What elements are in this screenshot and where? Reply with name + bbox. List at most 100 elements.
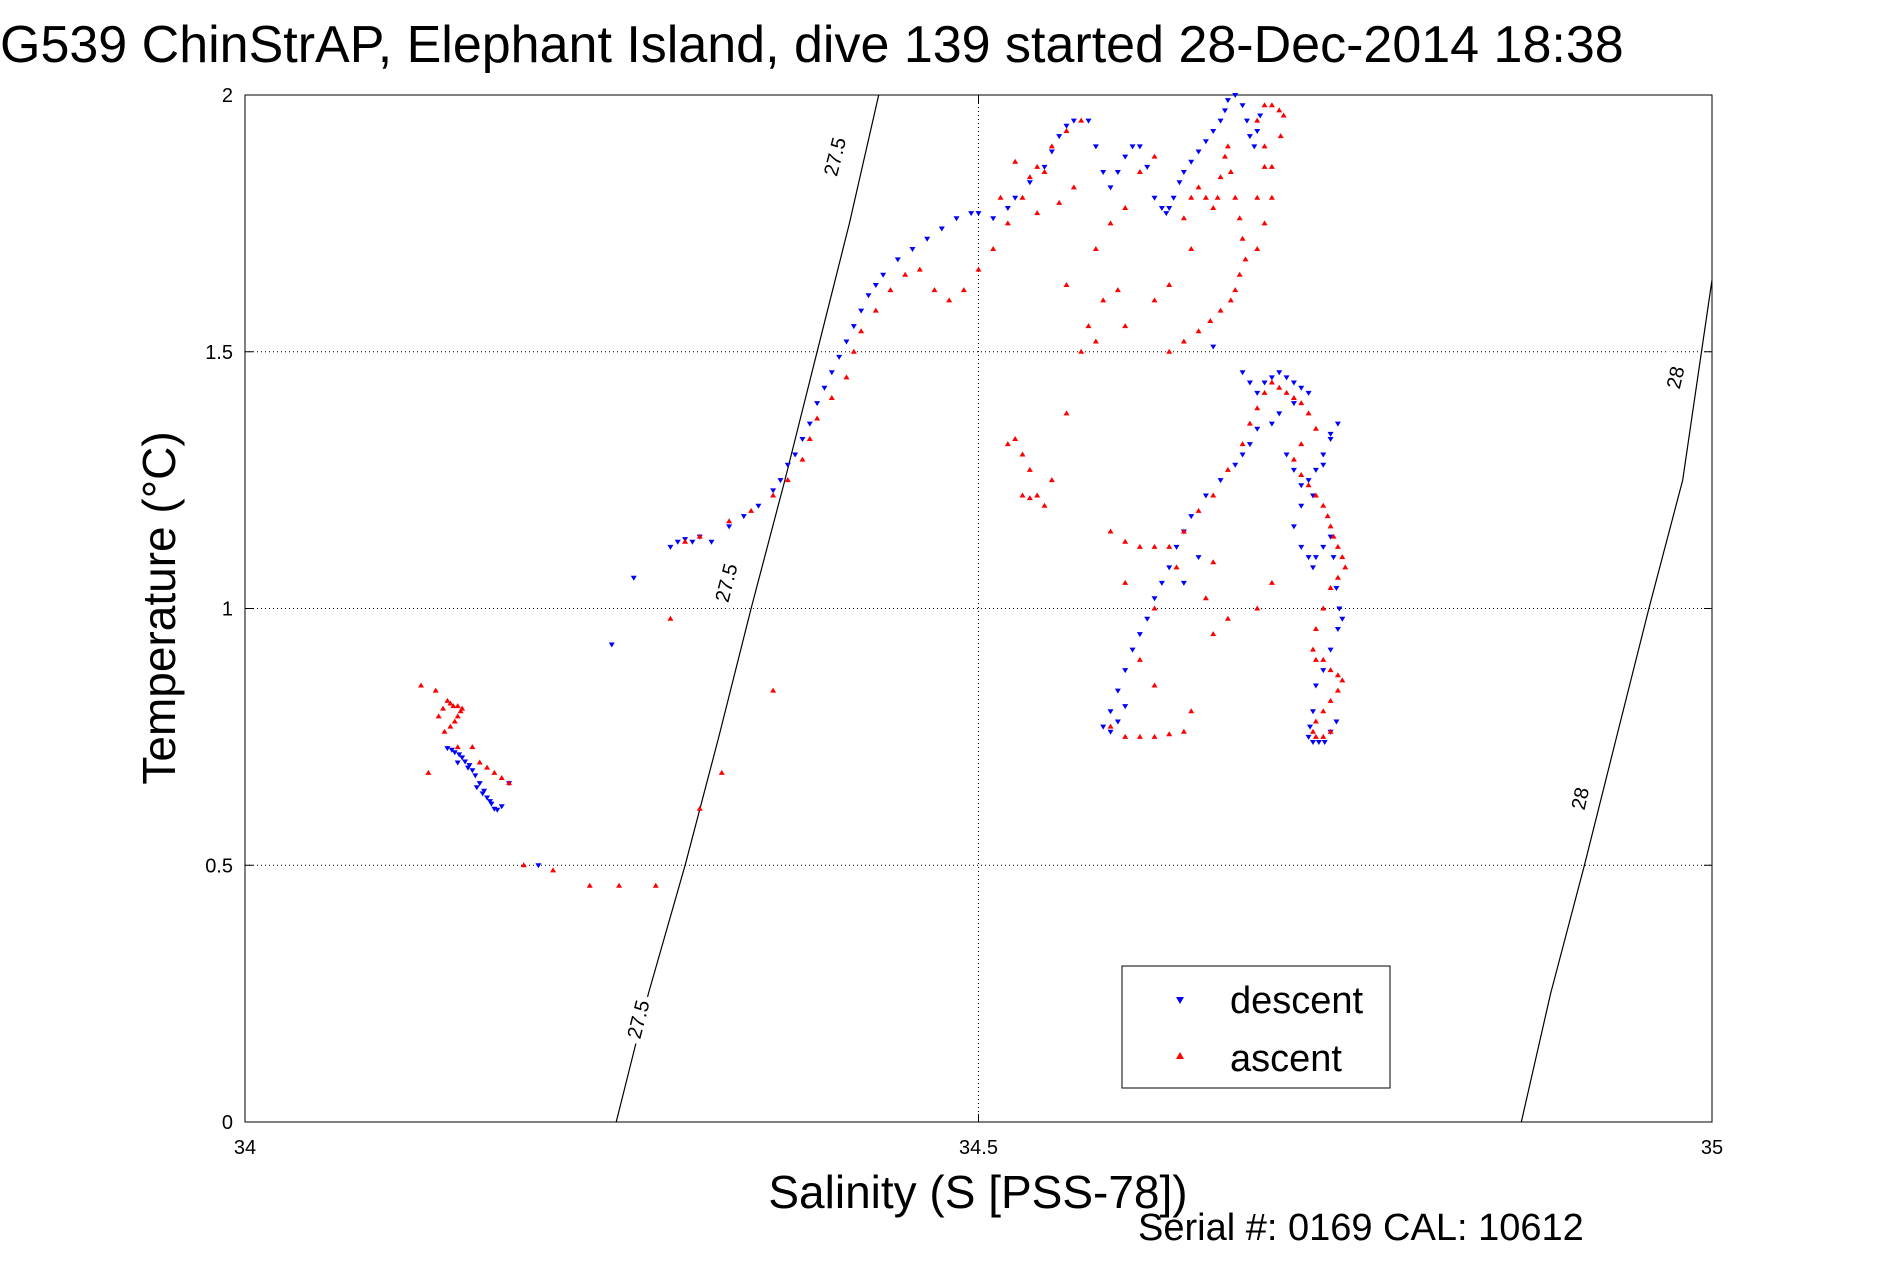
descent-point xyxy=(843,339,850,345)
ascent-point xyxy=(858,328,865,334)
descent-point xyxy=(1144,616,1151,622)
ascent-point xyxy=(1290,394,1297,400)
legend: descent ascent xyxy=(1121,965,1391,1089)
descent-point xyxy=(1188,514,1195,520)
descent-point xyxy=(1305,390,1312,396)
ascent-point xyxy=(1026,466,1033,472)
descent-point xyxy=(1290,380,1297,386)
ascent-point xyxy=(1034,210,1041,216)
ascent-point xyxy=(425,769,432,775)
ascent-point xyxy=(652,882,659,888)
descent-point xyxy=(1309,709,1316,715)
descent-point xyxy=(726,524,733,530)
descent-point xyxy=(806,421,813,427)
descent-point xyxy=(1283,375,1290,381)
ascent-point xyxy=(1078,117,1085,123)
ascent-point xyxy=(454,713,461,719)
descent-point xyxy=(777,478,784,484)
ascent-point xyxy=(1136,656,1143,662)
series-ascent xyxy=(418,102,1349,888)
ascent-point xyxy=(1012,436,1019,442)
ascent-point xyxy=(447,700,454,706)
ascent-point xyxy=(440,705,447,711)
descent-point xyxy=(1290,467,1297,473)
ascent-point xyxy=(990,246,997,252)
ascent-point xyxy=(454,703,461,709)
tick-labels: 34 34.5 35 0 0.5 1 1.5 2 xyxy=(205,85,1723,1159)
descent-point xyxy=(1100,170,1107,176)
ascent-point xyxy=(1334,574,1341,580)
ascent-point xyxy=(1151,153,1158,159)
descent-point xyxy=(1336,606,1343,612)
ascent-point xyxy=(1210,204,1217,210)
descent-point xyxy=(1217,478,1224,484)
descent-point xyxy=(1261,380,1268,386)
ascent-point xyxy=(447,723,454,729)
ascent-point xyxy=(1254,117,1261,123)
descent-point xyxy=(473,785,480,791)
contour-label-bg xyxy=(620,993,656,1046)
ascent-point xyxy=(1004,441,1011,447)
descent-point xyxy=(1232,462,1239,468)
ascent-point xyxy=(1224,466,1231,472)
descent-point xyxy=(1305,555,1312,561)
ascent-point xyxy=(1151,297,1158,303)
descent-point xyxy=(451,750,458,756)
ascent-point xyxy=(1334,687,1341,693)
ascent-point xyxy=(469,744,476,750)
axis-ticks xyxy=(244,94,1713,1123)
descent-point xyxy=(850,324,857,330)
contour-label: 28 xyxy=(1568,785,1594,812)
ascent-point xyxy=(1305,410,1312,416)
descent-point xyxy=(1070,118,1077,124)
ascent-point xyxy=(1151,543,1158,549)
descent-point xyxy=(1144,164,1151,170)
descent-point xyxy=(469,768,476,774)
descent-point xyxy=(770,488,777,494)
ascent-point xyxy=(1339,554,1346,560)
descent-point xyxy=(1339,616,1346,622)
ascent-point xyxy=(432,687,439,693)
descent-point xyxy=(1180,170,1187,176)
ascent-point xyxy=(799,456,806,462)
ascent-point xyxy=(696,533,703,539)
descent-point xyxy=(1202,139,1209,145)
ascent-point xyxy=(1334,672,1341,678)
descent-point xyxy=(909,247,916,253)
ascent-point xyxy=(418,682,425,688)
descent-point xyxy=(990,216,997,222)
ascent-point xyxy=(960,287,967,293)
ascent-point xyxy=(1063,410,1070,416)
descent-point xyxy=(1195,555,1202,561)
ascent-point xyxy=(1034,492,1041,498)
legend-box xyxy=(1121,965,1391,1089)
descent-point xyxy=(1012,195,1019,201)
ascent-point xyxy=(1312,656,1319,662)
descent-point xyxy=(1312,683,1319,689)
descent-point xyxy=(1063,123,1070,129)
descent-point xyxy=(1202,493,1209,499)
y-tick-label: 1 xyxy=(222,599,233,621)
ascent-point xyxy=(1210,492,1217,498)
descent-point xyxy=(1268,375,1275,381)
descent-point xyxy=(479,791,486,797)
descent-point xyxy=(858,308,865,314)
descent-point xyxy=(1195,149,1202,155)
series-descent xyxy=(444,93,1346,869)
descent-point xyxy=(924,236,931,242)
chart-title: G539 ChinStrAP, Elephant Island, dive 13… xyxy=(0,16,1624,74)
ascent-point xyxy=(1210,559,1217,565)
ascent-point xyxy=(1261,220,1268,226)
descent-point xyxy=(1327,437,1334,443)
ascent-point xyxy=(718,769,725,775)
descent-point xyxy=(535,863,542,869)
y-tick-label: 1.5 xyxy=(205,342,233,364)
descent-point xyxy=(1309,740,1316,746)
descent-point xyxy=(1320,462,1327,468)
descent-point xyxy=(1254,390,1261,396)
ascent-point xyxy=(1173,564,1180,570)
ascent-point xyxy=(1312,718,1319,724)
ascent-point xyxy=(843,374,850,380)
ascent-point xyxy=(1114,287,1121,293)
ascent-point xyxy=(667,615,674,621)
